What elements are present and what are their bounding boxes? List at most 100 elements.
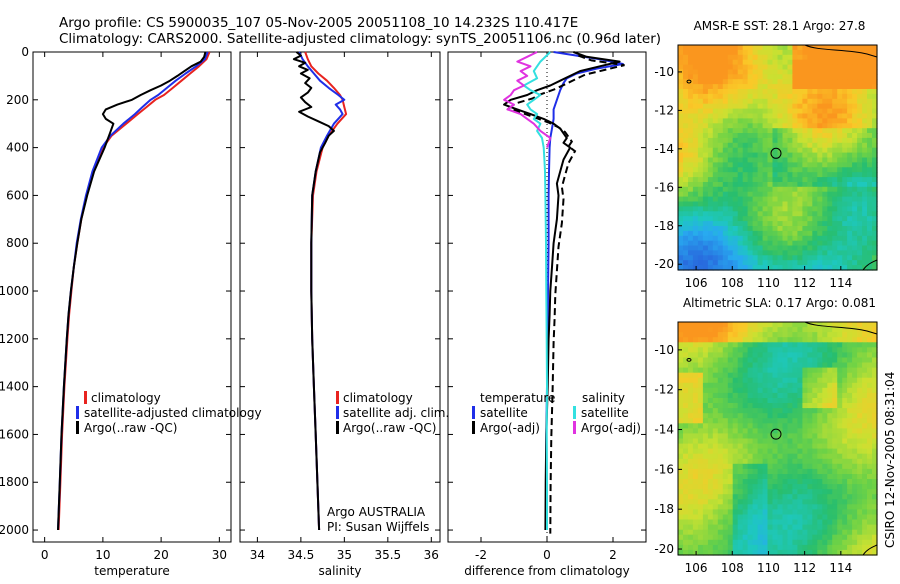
heatmap-cell xyxy=(822,167,828,173)
heatmap-cell xyxy=(697,327,704,333)
heatmap-cell xyxy=(678,387,684,394)
heatmap-cell xyxy=(847,186,853,193)
heatmap-cell xyxy=(722,479,729,485)
heatmap-cell xyxy=(852,433,858,440)
x-tick-label: 30 xyxy=(212,548,227,562)
heatmap-cell xyxy=(802,54,808,61)
heatmap-cell xyxy=(683,474,689,480)
heatmap-cell xyxy=(857,499,863,505)
heatmap-cell xyxy=(792,534,798,541)
heatmap-cell xyxy=(702,443,709,450)
heatmap-cell xyxy=(737,49,744,56)
heatmap-cell xyxy=(737,322,744,328)
heatmap-cell xyxy=(857,84,863,90)
heatmap-cell xyxy=(842,428,848,435)
heatmap-cell xyxy=(812,255,818,261)
heatmap-cell xyxy=(777,245,784,251)
heatmap-cell xyxy=(857,398,863,404)
heatmap-cell xyxy=(777,453,784,460)
heatmap-cell xyxy=(762,423,769,429)
heatmap-cell xyxy=(852,387,858,394)
heatmap-cell xyxy=(872,64,878,71)
heatmap-cell xyxy=(822,504,828,510)
heatmap-cell xyxy=(862,494,868,500)
heatmap-cell xyxy=(862,93,868,100)
heatmap-cell xyxy=(842,162,848,168)
x-tick-label: 106 xyxy=(685,276,708,290)
heatmap-cell xyxy=(827,352,833,359)
heatmap-cell xyxy=(712,337,719,343)
heatmap-cell xyxy=(692,322,699,328)
heatmap-cell xyxy=(772,322,779,328)
heatmap-cell xyxy=(692,186,699,193)
heatmap-cell xyxy=(722,463,729,470)
heatmap-cell xyxy=(678,382,684,389)
heatmap-cell xyxy=(727,142,734,149)
heatmap-cell xyxy=(782,245,789,251)
heatmap-cell xyxy=(752,152,759,159)
heatmap-cell xyxy=(872,534,878,541)
heatmap-cell xyxy=(857,463,863,470)
heatmap-cell xyxy=(702,133,709,139)
heatmap-cell xyxy=(842,413,848,419)
heatmap-cell xyxy=(742,226,749,232)
heatmap-cell xyxy=(857,509,863,516)
heatmap-cell xyxy=(757,260,764,266)
heatmap-cell xyxy=(827,206,833,212)
heatmap-cell xyxy=(797,103,803,110)
heatmap-cell xyxy=(867,84,873,90)
heatmap-cell xyxy=(842,458,848,465)
heatmap-cell xyxy=(707,468,714,475)
heatmap-cell xyxy=(737,79,744,85)
heatmap-cell xyxy=(837,84,843,90)
heatmap-cell xyxy=(717,162,724,168)
heatmap-cell xyxy=(707,474,714,480)
heatmap-cell xyxy=(742,64,749,71)
heatmap-cell xyxy=(867,108,873,115)
heatmap-cell xyxy=(837,398,843,404)
heatmap-cell xyxy=(697,428,704,435)
heatmap-cell xyxy=(782,322,789,328)
heatmap-cell xyxy=(807,152,813,159)
heatmap-cell xyxy=(678,332,684,338)
heatmap-cell xyxy=(742,182,749,188)
heatmap-cell xyxy=(857,245,863,251)
heatmap-cell xyxy=(707,265,714,271)
heatmap-cell xyxy=(737,235,744,242)
heatmap-cell xyxy=(767,98,774,105)
heatmap-cell xyxy=(688,216,694,222)
heatmap-cell xyxy=(737,413,744,419)
heatmap-cell xyxy=(727,418,734,424)
heatmap-cell xyxy=(697,147,704,154)
heatmap-cell xyxy=(787,387,794,394)
heatmap-cell xyxy=(702,89,709,95)
heatmap-cell xyxy=(852,84,858,90)
heatmap-cell xyxy=(727,167,734,173)
heatmap-cell xyxy=(862,162,868,168)
heatmap-cell xyxy=(727,392,734,399)
heatmap-cell xyxy=(807,69,813,75)
heatmap-cell xyxy=(742,59,749,66)
heatmap-cell xyxy=(812,49,818,56)
temperature-panel: 0 10 20 30temperature0200400600800100012001… xyxy=(0,45,232,578)
heatmap-cell xyxy=(857,226,863,232)
heatmap-cell xyxy=(727,206,734,212)
heatmap-cell xyxy=(822,113,828,119)
heatmap-cell xyxy=(767,479,774,485)
heatmap-cell xyxy=(678,118,684,124)
heatmap-cell xyxy=(712,123,719,129)
heatmap-cell xyxy=(737,54,744,61)
heatmap-cell xyxy=(852,403,858,409)
heatmap-cell xyxy=(742,211,749,217)
heatmap-cell xyxy=(683,191,689,198)
heatmap-cell xyxy=(852,549,858,556)
heatmap-cell xyxy=(782,191,789,198)
heatmap-cell xyxy=(817,250,823,256)
heatmap-cell xyxy=(832,113,838,119)
heatmap-cell xyxy=(697,448,704,455)
heatmap-cell xyxy=(782,226,789,232)
heatmap-cell xyxy=(787,162,794,168)
heatmap-cell xyxy=(737,265,744,271)
heatmap-cell xyxy=(683,182,689,188)
